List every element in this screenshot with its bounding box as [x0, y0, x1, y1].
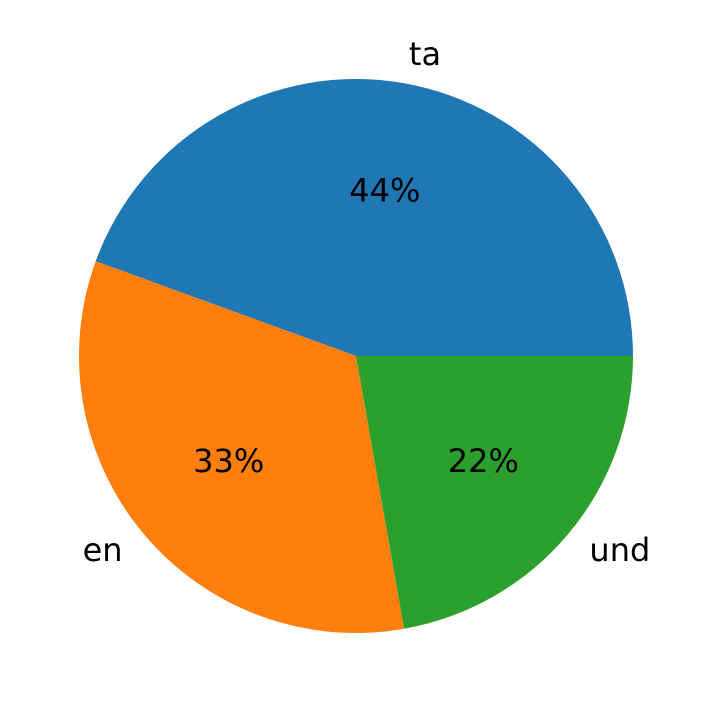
pie-slice — [79, 261, 405, 633]
slice-label: en — [83, 531, 123, 569]
percent-label: 33% — [193, 442, 264, 480]
slice-label: ta — [409, 35, 441, 73]
percent-label: 22% — [448, 442, 519, 480]
percent-label: 44% — [349, 171, 420, 209]
pie-slice — [95, 78, 634, 357]
pie-slice — [356, 356, 633, 629]
slice-label: und — [589, 531, 650, 569]
